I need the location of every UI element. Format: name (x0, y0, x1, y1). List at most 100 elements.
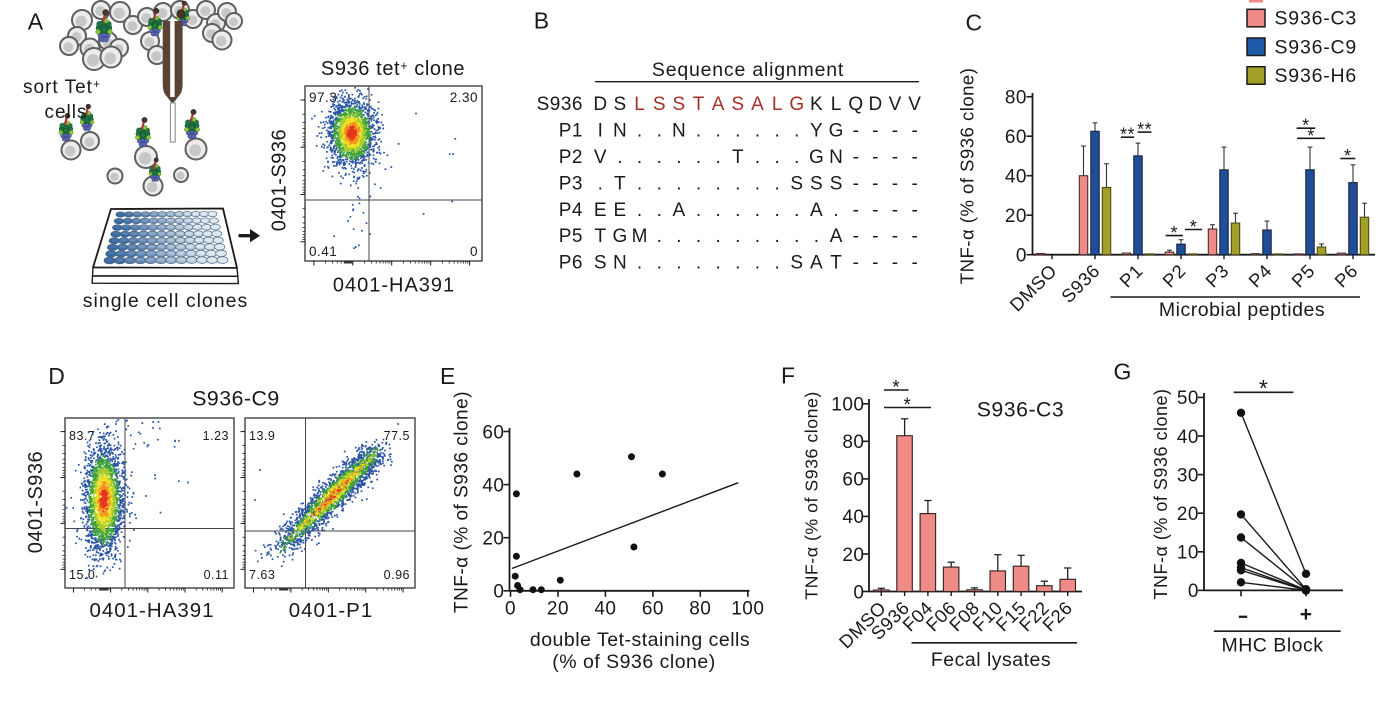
svg-text:.: . (637, 200, 643, 221)
svg-text:**: ** (1137, 120, 1152, 140)
svg-text:S936-H6: S936-H6 (1275, 65, 1358, 87)
svg-text:-: - (892, 121, 899, 142)
svg-text:*: * (1302, 116, 1310, 136)
svg-text:0401-HA391: 0401-HA391 (89, 599, 214, 622)
svg-text:S: S (673, 94, 686, 115)
svg-text:-: - (853, 226, 860, 247)
svg-text:A: A (673, 200, 686, 221)
svg-text:P1: P1 (559, 121, 583, 142)
svg-text:D: D (868, 94, 882, 115)
svg-text:.: . (696, 200, 702, 221)
svg-text:G: G (789, 94, 804, 115)
svg-text:40: 40 (842, 507, 864, 528)
svg-text:single cell clones: single cell clones (83, 290, 248, 312)
svg-text:77.5: 77.5 (384, 429, 410, 443)
svg-text:P4: P4 (559, 200, 583, 221)
svg-text:T: T (830, 253, 842, 274)
svg-text:97.3: 97.3 (309, 90, 337, 105)
svg-text:TNF-α (% of S936 clone): TNF-α (% of S936 clone) (802, 391, 822, 600)
svg-text:-: - (853, 200, 860, 221)
svg-text:-: - (872, 226, 879, 247)
svg-text:Sequence alignment: Sequence alignment (652, 59, 844, 81)
svg-text:A: A (28, 9, 44, 35)
svg-text:80: 80 (1005, 88, 1027, 109)
svg-text:Microbial peptides: Microbial peptides (1159, 299, 1325, 321)
svg-text:-: - (911, 226, 918, 247)
svg-text:TNF-α (% of S936 clone): TNF-α (% of S936 clone) (1151, 389, 1171, 600)
svg-text:*: * (1190, 217, 1198, 237)
svg-text:.: . (657, 200, 663, 221)
svg-text:.: . (794, 200, 800, 221)
svg-text:A: A (712, 94, 725, 115)
svg-text:*: * (1344, 146, 1352, 166)
svg-text:40: 40 (1005, 167, 1027, 188)
svg-text:S: S (830, 173, 843, 194)
svg-text:L: L (772, 94, 783, 115)
svg-text:50: 50 (1177, 388, 1199, 409)
svg-text:40: 40 (594, 599, 616, 620)
svg-text:E: E (440, 363, 456, 389)
svg-text:.: . (833, 200, 839, 221)
svg-text:*: * (904, 395, 912, 416)
svg-text:60: 60 (642, 599, 664, 620)
svg-text:.: . (637, 173, 643, 194)
svg-text:G: G (1114, 359, 1132, 385)
svg-text:S: S (614, 94, 627, 115)
svg-text:S936-C9: S936-C9 (192, 387, 280, 411)
svg-text:L: L (831, 94, 842, 115)
svg-text:-: - (892, 200, 899, 221)
svg-text:.: . (735, 226, 741, 247)
svg-text:N: N (613, 121, 627, 142)
svg-text:.: . (696, 121, 702, 142)
svg-text:-: - (872, 147, 879, 168)
svg-text:60: 60 (482, 422, 504, 443)
svg-text:.: . (775, 147, 781, 168)
svg-text:TNF-α (% of S936 clone): TNF-α (% of S936 clone) (957, 68, 978, 285)
svg-text:P2: P2 (559, 147, 583, 168)
svg-text:.: . (676, 147, 682, 168)
svg-text:.: . (775, 200, 781, 221)
svg-text:.: . (794, 121, 800, 142)
svg-text:30: 30 (1177, 465, 1199, 486)
svg-text:S936-C3: S936-C3 (977, 398, 1065, 422)
svg-text:.: . (676, 253, 682, 274)
svg-text:cells: cells (44, 102, 87, 123)
svg-text:P5: P5 (559, 226, 583, 247)
svg-text:.: . (716, 253, 722, 274)
svg-text:0.41: 0.41 (309, 244, 337, 259)
svg-text:**: ** (1120, 125, 1135, 145)
svg-text:.: . (794, 226, 800, 247)
svg-text:.: . (696, 253, 702, 274)
svg-text:S: S (594, 253, 607, 274)
svg-text:.: . (598, 173, 604, 194)
svg-text:Fecal lysates: Fecal lysates (931, 649, 1051, 671)
svg-text:100: 100 (831, 395, 864, 416)
svg-text:0401-S936: 0401-S936 (25, 451, 47, 553)
svg-text:.: . (755, 226, 761, 247)
svg-text:.: . (657, 226, 663, 247)
svg-text:.: . (696, 147, 702, 168)
svg-text:1.23: 1.23 (203, 429, 229, 443)
svg-text:F: F (781, 363, 796, 389)
svg-text:.: . (657, 147, 663, 168)
svg-text:.: . (755, 121, 761, 142)
svg-text:2.30: 2.30 (450, 90, 478, 105)
svg-text:7.63: 7.63 (249, 568, 275, 582)
svg-text:.: . (735, 121, 741, 142)
svg-text:*: * (1307, 126, 1315, 146)
svg-text:.: . (755, 173, 761, 194)
svg-text:40: 40 (1177, 427, 1199, 448)
svg-text:S936-C9: S936-C9 (1275, 36, 1358, 58)
svg-text:15.0: 15.0 (69, 568, 95, 582)
svg-text:-: - (872, 253, 879, 274)
svg-text:-: - (892, 253, 899, 274)
svg-text:E: E (594, 200, 607, 221)
svg-text:0: 0 (505, 599, 516, 620)
svg-text:.: . (755, 200, 761, 221)
svg-text:83.7: 83.7 (69, 429, 95, 443)
svg-text:.: . (657, 121, 663, 142)
svg-text:V: V (889, 94, 902, 115)
svg-text:0.96: 0.96 (384, 568, 410, 582)
svg-text:S: S (731, 94, 744, 115)
svg-text:S: S (810, 173, 823, 194)
